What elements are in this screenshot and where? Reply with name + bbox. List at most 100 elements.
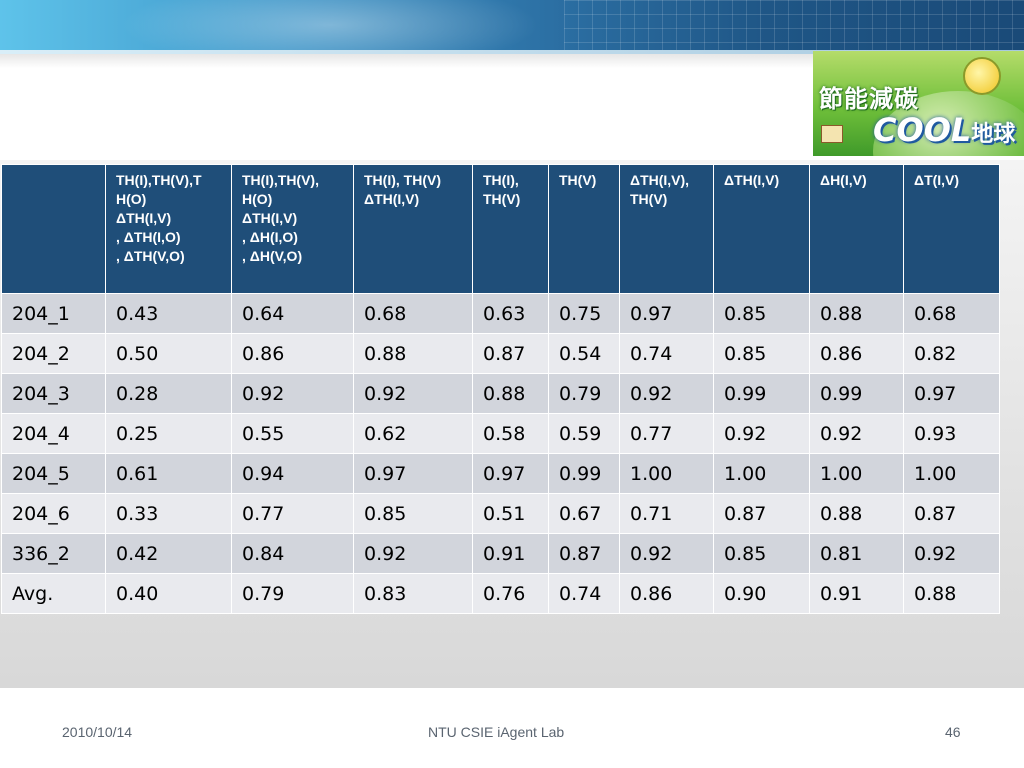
footer-date: 2010/10/14	[62, 724, 133, 740]
table-row: 204_1 0.43 0.64 0.68 0.63 0.75 0.97 0.85…	[1, 293, 1000, 334]
value-cell: 0.94	[231, 453, 354, 494]
value-cell: 0.86	[809, 333, 904, 374]
value-cell: 1.00	[619, 453, 714, 494]
value-cell: 0.74	[548, 573, 620, 614]
value-cell: 1.00	[713, 453, 810, 494]
value-cell: 0.54	[548, 333, 620, 374]
value-cell: 0.79	[231, 573, 354, 614]
value-cell: 0.87	[713, 493, 810, 534]
value-cell: 0.55	[231, 413, 354, 454]
value-cell: 0.92	[809, 413, 904, 454]
value-cell: 0.71	[619, 493, 714, 534]
value-cell: 0.86	[231, 333, 354, 374]
value-cell: 0.93	[903, 413, 1000, 454]
value-cell: 0.97	[353, 453, 473, 494]
value-cell: 0.75	[548, 293, 620, 334]
value-cell: 0.92	[619, 373, 714, 414]
value-cell: 0.99	[713, 373, 810, 414]
header-cell: TH(V)	[548, 164, 620, 294]
value-cell: 0.42	[105, 533, 232, 574]
table-row: 204_3 0.28 0.92 0.92 0.88 0.79 0.92 0.99…	[1, 373, 1000, 414]
banner-shine	[120, 0, 540, 50]
value-cell: 0.43	[105, 293, 232, 334]
value-cell: 0.85	[353, 493, 473, 534]
value-cell: 0.63	[472, 293, 549, 334]
header-cell: ΔTH(I,V), TH(V)	[619, 164, 714, 294]
value-cell: 0.25	[105, 413, 232, 454]
energy-saving-logo: 節能減碳 COOL地球	[813, 51, 1024, 156]
value-cell: 0.92	[619, 533, 714, 574]
value-cell: 0.92	[713, 413, 810, 454]
value-cell: 0.92	[903, 533, 1000, 574]
footer-organization: NTU CSIE iAgent Lab	[428, 724, 565, 740]
value-cell: 0.88	[353, 333, 473, 374]
value-cell: 0.85	[713, 293, 810, 334]
table-row: 204_6 0.33 0.77 0.85 0.51 0.67 0.71 0.87…	[1, 493, 1000, 534]
value-cell: 0.77	[231, 493, 354, 534]
value-cell: 0.51	[472, 493, 549, 534]
header-cell: ΔTH(I,V)	[713, 164, 810, 294]
value-cell: 0.82	[903, 333, 1000, 374]
value-cell: 0.67	[548, 493, 620, 534]
value-cell: 0.84	[231, 533, 354, 574]
value-cell: 0.88	[809, 293, 904, 334]
value-cell: 0.77	[619, 413, 714, 454]
value-cell: 0.81	[809, 533, 904, 574]
header-cell: ΔH(I,V)	[809, 164, 904, 294]
house-icon	[821, 125, 843, 143]
value-cell: 0.61	[105, 453, 232, 494]
value-cell: 0.74	[619, 333, 714, 374]
table-row: 336_2 0.42 0.84 0.92 0.91 0.87 0.92 0.85…	[1, 533, 1000, 574]
row-label-cell: 204_6	[1, 493, 106, 534]
value-cell: 0.86	[619, 573, 714, 614]
value-cell: 0.68	[353, 293, 473, 334]
value-cell: 0.87	[903, 493, 1000, 534]
row-label-cell: Avg.	[1, 573, 106, 614]
row-label-cell: 204_4	[1, 413, 106, 454]
page-number: 46	[945, 724, 961, 740]
value-cell: 1.00	[809, 453, 904, 494]
value-cell: 0.99	[548, 453, 620, 494]
value-cell: 0.97	[472, 453, 549, 494]
header-cell: TH(I), TH(V)	[472, 164, 549, 294]
value-cell: 0.68	[903, 293, 1000, 334]
value-cell: 0.88	[809, 493, 904, 534]
value-cell: 0.50	[105, 333, 232, 374]
value-cell: 0.62	[353, 413, 473, 454]
logo-cjk-text: 節能減碳	[819, 85, 919, 113]
header-cell: ΔT(I,V)	[903, 164, 1000, 294]
value-cell: 0.85	[713, 333, 810, 374]
banner-divider	[0, 50, 1024, 54]
value-cell: 0.97	[903, 373, 1000, 414]
value-cell: 0.92	[353, 533, 473, 574]
value-cell: 0.64	[231, 293, 354, 334]
value-cell: 0.97	[619, 293, 714, 334]
value-cell: 0.33	[105, 493, 232, 534]
value-cell: 0.28	[105, 373, 232, 414]
top-banner	[0, 0, 1024, 50]
logo-cool-text: COOL地球	[873, 111, 1015, 149]
header-cell-corner	[1, 164, 106, 294]
value-cell: 0.59	[548, 413, 620, 454]
value-cell: 0.87	[548, 533, 620, 574]
header-shadow-band	[0, 54, 1024, 68]
row-label-cell: 204_5	[1, 453, 106, 494]
row-label-cell: 204_3	[1, 373, 106, 414]
value-cell: 0.58	[472, 413, 549, 454]
value-cell: 0.91	[472, 533, 549, 574]
value-cell: 0.90	[713, 573, 810, 614]
value-cell: 0.92	[231, 373, 354, 414]
logo-earth-word: 地球	[971, 122, 1016, 147]
table-row: 204_4 0.25 0.55 0.62 0.58 0.59 0.77 0.92…	[1, 413, 1000, 454]
results-table: TH(I),TH(V),T H(O) ΔTH(I,V) , ΔTH(I,O) ,…	[1, 164, 1000, 614]
table-row: 204_2 0.50 0.86 0.88 0.87 0.54 0.74 0.85…	[1, 333, 1000, 374]
value-cell: 0.87	[472, 333, 549, 374]
table-row: 204_5 0.61 0.94 0.97 0.97 0.99 1.00 1.00…	[1, 453, 1000, 494]
value-cell: 0.40	[105, 573, 232, 614]
value-cell: 0.88	[472, 373, 549, 414]
header-row: TH(I),TH(V),T H(O) ΔTH(I,V) , ΔTH(I,O) ,…	[1, 164, 1000, 294]
header-cell: TH(I),TH(V),T H(O) ΔTH(I,V) , ΔTH(I,O) ,…	[105, 164, 232, 294]
value-cell: 0.92	[353, 373, 473, 414]
banner-grid-pattern	[564, 0, 1024, 50]
value-cell: 1.00	[903, 453, 1000, 494]
